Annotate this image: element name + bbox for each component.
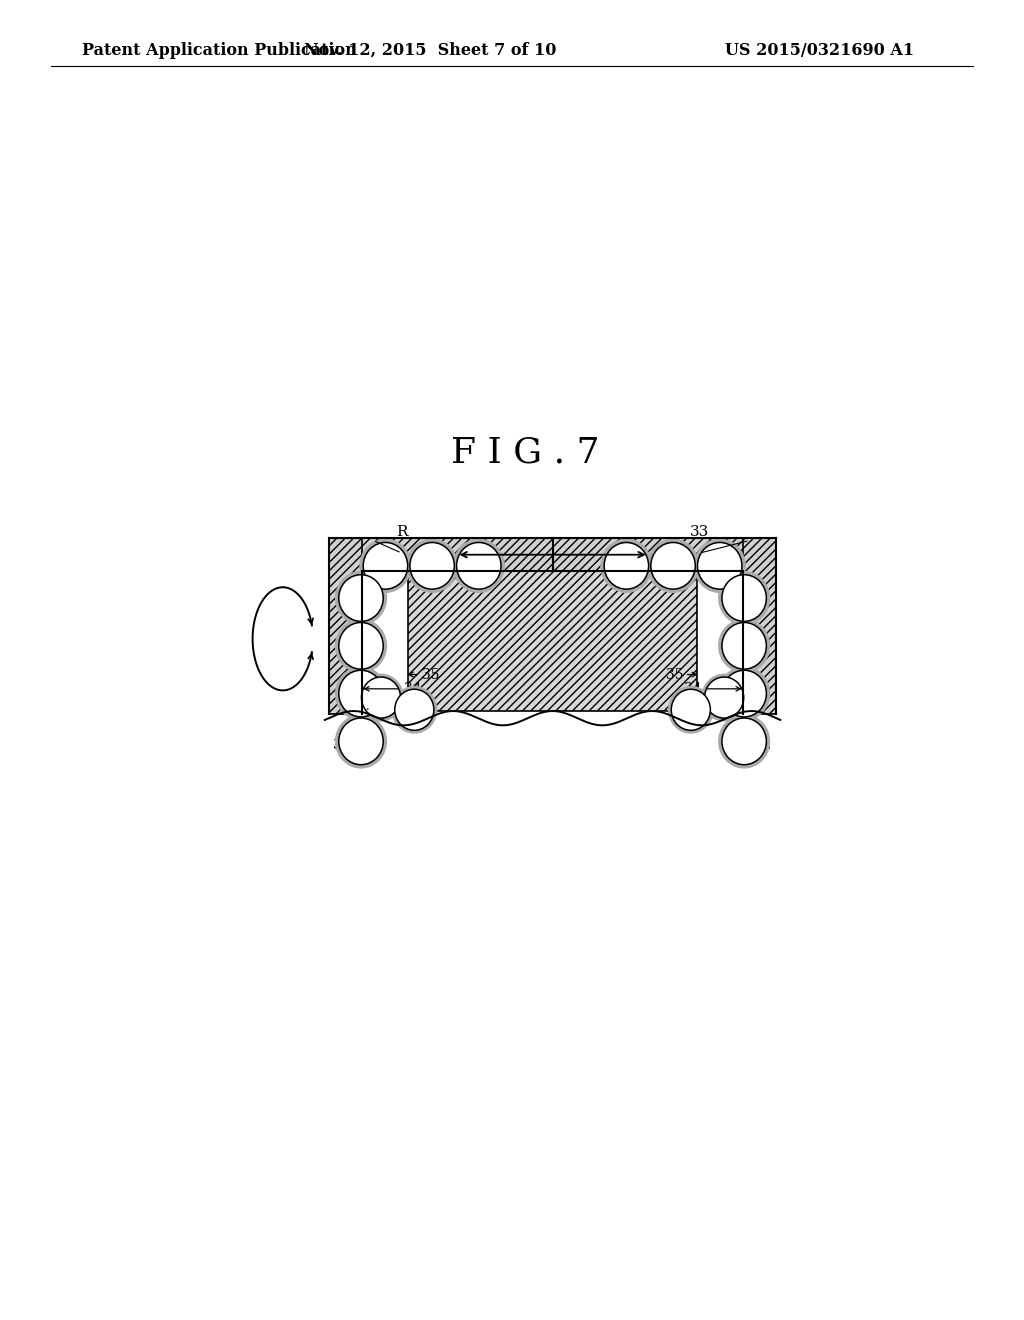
Ellipse shape xyxy=(395,689,434,730)
Text: R: R xyxy=(396,525,408,539)
Text: US 2015/0321690 A1: US 2015/0321690 A1 xyxy=(725,42,913,58)
Text: 33: 33 xyxy=(690,525,709,539)
Text: 34: 34 xyxy=(684,682,701,696)
Ellipse shape xyxy=(457,543,501,589)
Ellipse shape xyxy=(718,570,770,626)
Ellipse shape xyxy=(339,623,383,669)
Ellipse shape xyxy=(339,671,383,717)
Ellipse shape xyxy=(335,570,387,626)
Ellipse shape xyxy=(453,539,505,593)
Text: 35: 35 xyxy=(422,668,439,681)
Bar xyxy=(743,539,776,714)
Ellipse shape xyxy=(697,543,742,589)
Ellipse shape xyxy=(701,673,748,722)
Bar xyxy=(329,539,362,714)
Ellipse shape xyxy=(604,543,648,589)
Ellipse shape xyxy=(722,718,766,764)
Ellipse shape xyxy=(600,539,652,593)
Ellipse shape xyxy=(668,686,714,734)
Ellipse shape xyxy=(705,677,743,718)
Text: 34: 34 xyxy=(403,682,421,696)
Ellipse shape xyxy=(647,539,699,593)
Ellipse shape xyxy=(722,574,766,622)
Ellipse shape xyxy=(339,718,383,764)
Text: 32: 32 xyxy=(753,738,772,752)
Text: 32: 32 xyxy=(333,738,352,752)
Ellipse shape xyxy=(651,543,695,589)
Ellipse shape xyxy=(718,619,770,673)
Ellipse shape xyxy=(718,667,770,721)
Text: 35: 35 xyxy=(666,668,683,681)
Bar xyxy=(329,539,776,572)
Ellipse shape xyxy=(722,623,766,669)
Ellipse shape xyxy=(718,714,770,768)
Text: 40: 40 xyxy=(372,698,389,711)
Bar xyxy=(408,572,697,711)
Text: Patent Application Publication: Patent Application Publication xyxy=(82,42,356,58)
Ellipse shape xyxy=(339,574,383,622)
Ellipse shape xyxy=(672,689,711,730)
Ellipse shape xyxy=(693,539,745,593)
Ellipse shape xyxy=(364,543,408,589)
Ellipse shape xyxy=(335,714,387,768)
Ellipse shape xyxy=(722,671,766,717)
Ellipse shape xyxy=(335,667,387,721)
Ellipse shape xyxy=(391,686,437,734)
Text: F I G . 7: F I G . 7 xyxy=(451,436,599,470)
Text: Nov. 12, 2015  Sheet 7 of 10: Nov. 12, 2015 Sheet 7 of 10 xyxy=(304,42,556,58)
Ellipse shape xyxy=(410,543,455,589)
Ellipse shape xyxy=(406,539,458,593)
Ellipse shape xyxy=(335,619,387,673)
Ellipse shape xyxy=(358,673,404,722)
Ellipse shape xyxy=(361,677,400,718)
Ellipse shape xyxy=(359,539,412,593)
